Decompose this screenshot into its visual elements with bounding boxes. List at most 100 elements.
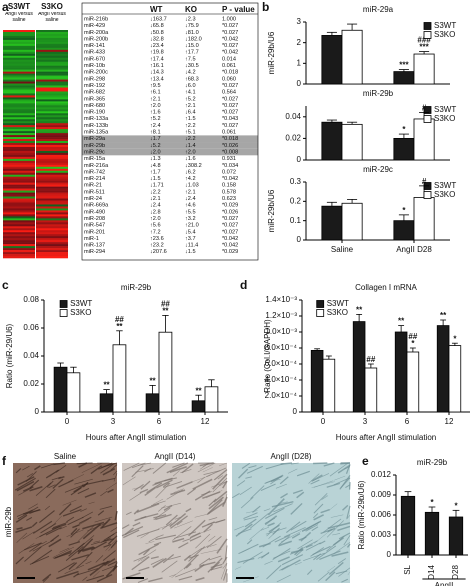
table-header: KO: [185, 5, 197, 14]
tissue-fiber: [191, 529, 212, 537]
heatmap-cell: [3, 141, 35, 144]
tissue-fiber: [169, 513, 187, 528]
table-cell: miR-190: [84, 110, 105, 116]
table-cell: ↓5.4: [185, 229, 196, 235]
table-cell: 0.072: [222, 169, 236, 175]
tissue-fiber: [311, 526, 319, 532]
bar: [436, 325, 450, 413]
tissue-fiber: [137, 549, 157, 562]
tissue-fiber: [26, 516, 33, 521]
heatmap-cell: [3, 31, 35, 35]
tissue-fiber: [133, 509, 140, 515]
y-tick-label: 0.006: [371, 510, 392, 519]
heatmap-cell: [3, 248, 35, 251]
table-cell: *0.027: [222, 223, 238, 229]
tissue-fiber: [129, 492, 142, 501]
tissue-fiber: [208, 498, 217, 507]
tissue-fiber: [326, 566, 336, 573]
y-axis-label: Ratio (miR-29/U6): [5, 323, 14, 388]
tissue-fiber: [245, 476, 252, 479]
y-tick-label: 4.0×10⁻⁴: [265, 375, 298, 384]
heatmap-cell: [36, 214, 68, 217]
table-cell: miR-216a: [84, 163, 109, 169]
tissue-fiber: [29, 486, 43, 492]
tissue-fiber: [244, 518, 257, 528]
table-cell: 0.564: [222, 90, 236, 96]
tissue-fiber: [323, 518, 342, 533]
heatmap-cell: [36, 135, 68, 138]
tissue-fiber: [279, 565, 289, 571]
heatmap-cell: [3, 91, 35, 94]
heatmap-cell: [36, 252, 68, 255]
table-cell: miR-433: [84, 50, 105, 56]
table-cell: miR-680: [84, 103, 105, 109]
tissue-fiber: [131, 465, 144, 478]
tissue-fiber: [303, 552, 325, 562]
tissue-fiber: [280, 462, 293, 465]
tissue-fiber: [107, 560, 118, 567]
bar: [413, 197, 435, 241]
tissue-fiber: [267, 522, 275, 527]
table-cell: ↓308.2: [185, 163, 202, 169]
heatmap-cell: [3, 180, 35, 183]
significance: *: [430, 498, 434, 507]
heatmap-cell: [3, 43, 35, 47]
tissue-fiber: [291, 533, 301, 539]
table-cell: miR-29c: [84, 149, 105, 155]
tissue-fiber: [140, 533, 149, 539]
tissue-fiber: [189, 535, 202, 542]
heatmap-cell: [3, 242, 35, 245]
heatmap-cell: [3, 123, 35, 126]
y-tick-label: 2.0×10⁻⁴: [265, 391, 298, 400]
heatmap-cell: [3, 81, 35, 84]
table-cell: ↑68.3: [185, 76, 199, 82]
bar: [112, 344, 127, 413]
tissue-fiber: [81, 511, 94, 519]
tissue-fiber: [53, 552, 72, 559]
tissue-fiber: [70, 487, 82, 496]
bar: [406, 351, 420, 413]
tissue-fiber: [35, 532, 49, 539]
tissue-fiber: [344, 466, 351, 470]
table-cell: *0.027: [222, 229, 238, 235]
heatmap-cell: [36, 75, 68, 78]
heatmap-cell: [3, 49, 35, 53]
table-cell: ↑5.2: [185, 96, 196, 102]
tissue-fiber: [207, 501, 226, 515]
y-tick-label: 0.06: [23, 323, 39, 332]
tissue-fiber: [164, 477, 177, 482]
tissue-fiber: [243, 516, 259, 521]
tissue-fiber: [35, 482, 52, 496]
tissue-fiber: [99, 505, 113, 510]
table-cell: miR-490: [84, 209, 105, 215]
heatmap-cell: [3, 154, 35, 158]
significance: #: [422, 177, 427, 186]
tissue-fiber: [178, 542, 189, 549]
y-tick-label: 0: [297, 155, 302, 164]
tissue-fiber: [249, 527, 264, 540]
heatmap-cell: [36, 232, 68, 235]
table-cell: ↓32.8: [150, 36, 164, 42]
table-cell: ↓182.0: [185, 36, 202, 42]
heatmap-cell: [36, 31, 68, 35]
table-cell: miR-133b: [84, 123, 108, 129]
heatmap-cell: [3, 208, 35, 211]
tissue-fiber: [44, 505, 51, 511]
heatmap-cell: [36, 139, 68, 142]
heatmap-cell: [3, 234, 35, 237]
heatmap-cell: [3, 170, 35, 174]
heatmap-cell: [36, 150, 68, 154]
bar: [394, 331, 408, 413]
tissue-fiber: [271, 501, 294, 508]
heatmap-cell: [36, 141, 68, 144]
tissue-fiber: [144, 486, 157, 497]
tissue-fiber: [202, 491, 221, 500]
heatmap-cell: [3, 192, 35, 195]
tissue-fiber: [24, 546, 42, 562]
heatmap-cell: [3, 244, 35, 247]
significance: ##: [408, 332, 417, 341]
table-cell: *0.027: [222, 216, 238, 222]
tissue-fiber: [59, 525, 67, 530]
bar: [448, 345, 462, 413]
heatmap-cell: [3, 146, 35, 150]
